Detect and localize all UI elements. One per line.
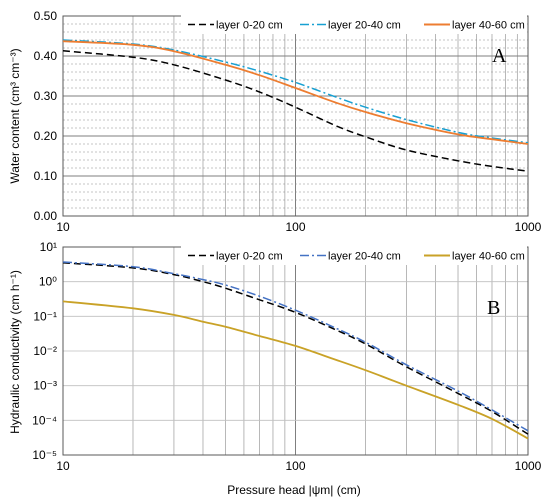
panel-b-hydraulic-conductivity: 10 100 1000 10⁻⁵ 10⁻⁴ 10⁻³ 10⁻² 10⁻¹ 10⁰ 10¹ layer… <box>32 240 542 473</box>
panel-a-ytick-label: 0.50 <box>34 9 58 23</box>
panel-b-legend-label-2: layer 20-40 cm <box>328 251 401 263</box>
panel-a-ytick-label: 0.20 <box>34 129 58 143</box>
panel-a-ytick-label: 0.00 <box>34 209 58 223</box>
panel-b-xtick-label: 1000 <box>515 459 542 473</box>
panel-a-series-line-1 <box>62 50 529 172</box>
panel-a-legend-label-2: layer 20-40 cm <box>328 20 401 32</box>
panel-b-ytick-label: 10⁻⁵ <box>32 448 57 462</box>
panel-b-ylabel: Hydraulic conductivity (cm h⁻¹) <box>8 270 22 434</box>
panel-a-legend-box <box>181 15 527 34</box>
panel-b-series-line-3 <box>62 300 529 440</box>
panel-b-label: B <box>487 297 500 319</box>
panel-a-ytick-label: 0.40 <box>34 49 58 63</box>
panel-b-xtick-label: 100 <box>285 459 305 473</box>
panel-a-xtick-label: 1000 <box>515 220 542 234</box>
panel-a-ytick-label: 0.30 <box>34 89 58 103</box>
panel-b-xlabel: Pressure head |ψm| (cm) <box>227 483 361 497</box>
panel-b-series-line-2 <box>62 261 529 432</box>
panel-a-series-line-3 <box>62 40 529 145</box>
panel-b-ytick-label: 10¹ <box>40 240 57 254</box>
panel-a-legend-label-1: layer 0-20 cm <box>216 20 283 32</box>
panel-a-legend-label-3: layer 40-60 cm <box>452 20 525 32</box>
panel-b-series-line-1 <box>62 262 529 435</box>
panel-b-ytick-label: 10⁻⁴ <box>32 413 57 427</box>
panel-b-xtick-label: 10 <box>56 459 70 473</box>
panel-b-ytick-label: 10⁰ <box>39 275 57 289</box>
panel-b-legend-box <box>181 246 527 265</box>
panel-a-label: A <box>492 45 507 67</box>
panel-b-ytick-label: 10⁻² <box>33 344 57 358</box>
panel-a-ytick-label: 0.10 <box>34 169 58 183</box>
panel-a-water-content: 10 100 1000 0.00 0.10 0.20 0.30 0.40 0.50 layer 0… <box>34 9 542 234</box>
panel-a-xtick-label: 10 <box>56 220 70 234</box>
panel-b-ytick-label: 10⁻³ <box>33 379 57 393</box>
panel-b-ytick-label: 10⁻¹ <box>33 309 57 323</box>
panel-a-xtick-label: 100 <box>285 220 305 234</box>
panel-b-legend-label-3: layer 40-60 cm <box>452 251 525 263</box>
panel-a-series-line-2 <box>62 39 529 144</box>
panel-a-ylabel: Water content (cm³ cm⁻³) <box>8 48 22 183</box>
panel-b-legend-label-1: layer 0-20 cm <box>216 251 283 263</box>
